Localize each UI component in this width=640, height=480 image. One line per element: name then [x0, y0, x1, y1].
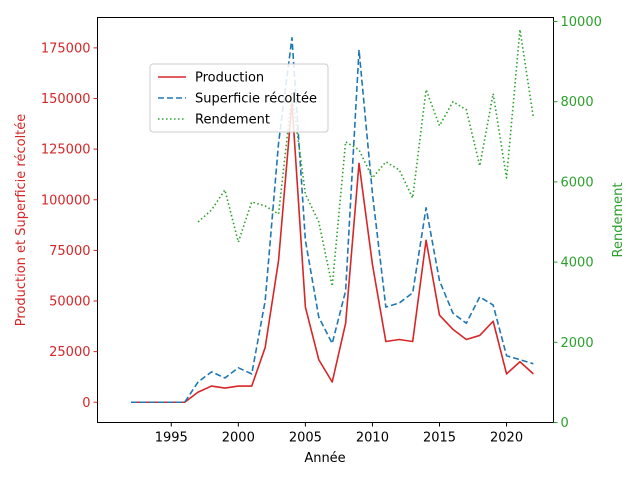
y-left-tick-label-100000: 100000	[41, 193, 91, 208]
y-right-tick-label-2000: 2000	[561, 336, 594, 351]
y-left-tick-label-25000: 25000	[49, 345, 90, 360]
legend-box	[149, 63, 329, 133]
y-left-tick-label-150000: 150000	[41, 92, 91, 107]
y-left-tick-label-0: 0	[82, 396, 90, 411]
series-line-superficie-r-colt-e	[131, 36, 534, 404]
x-axis: 1995 2000 2005 2010 2015 2020	[155, 422, 523, 446]
y-left-tick-label-125000: 125000	[41, 143, 91, 158]
legend-label-production: Production	[195, 71, 264, 86]
y-right-tick-label-4000: 4000	[561, 256, 594, 271]
legend-label-superficie: Superficie récoltée	[195, 92, 317, 107]
legend: Production Superficie récoltée Rendement	[149, 63, 329, 133]
x-tick-label-2020: 2020	[490, 431, 523, 446]
y-right-tick-label-10000: 10000	[561, 15, 602, 30]
y-left-tick-label-175000: 175000	[41, 41, 91, 56]
y-right-tick-label-8000: 8000	[561, 95, 594, 110]
series-line-production	[131, 101, 534, 404]
legend-label-rendement: Rendement	[195, 113, 270, 128]
y-axis-right-title: Rendement	[611, 183, 626, 258]
x-tick-label-2015: 2015	[423, 431, 456, 446]
y-right-tick-label-6000: 6000	[561, 175, 594, 190]
y-axis-right: 0 2000 4000 6000 8000 10000	[553, 15, 602, 431]
y-axis-left-title: Production et Superficie récoltée	[14, 114, 29, 327]
y-left-tick-label-50000: 50000	[49, 295, 90, 310]
x-tick-label-1995: 1995	[155, 431, 188, 446]
plot-lines	[131, 28, 535, 404]
x-tick-label-2010: 2010	[356, 431, 389, 446]
y-left-tick-label-75000: 75000	[49, 244, 90, 259]
plot-frame	[97, 17, 554, 423]
series-line-rendement	[197, 28, 535, 287]
x-axis-title: Année	[304, 451, 345, 466]
y-right-tick-label-0: 0	[561, 416, 569, 431]
x-tick-label-2000: 2000	[222, 431, 255, 446]
y-axis-left: 0 25000 50000 75000 100000 125000 150000 175000	[41, 41, 98, 411]
x-tick-label-2005: 2005	[289, 431, 322, 446]
